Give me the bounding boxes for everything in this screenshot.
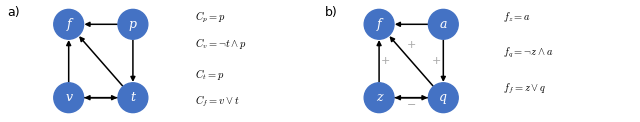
Circle shape [54, 9, 84, 39]
Text: +: + [432, 56, 441, 66]
Text: +: + [381, 56, 390, 66]
Circle shape [118, 9, 148, 39]
Circle shape [54, 83, 84, 113]
Circle shape [428, 83, 458, 113]
Text: v: v [65, 91, 72, 104]
Circle shape [364, 9, 394, 39]
Circle shape [364, 83, 394, 113]
Text: f: f [377, 18, 381, 31]
Text: $C_p = p$: $C_p = p$ [195, 10, 225, 25]
Text: t: t [131, 91, 136, 104]
Text: +: + [406, 40, 416, 50]
Text: z: z [376, 91, 383, 104]
Text: a: a [440, 18, 447, 31]
Text: $f_q = \neg z \wedge a$: $f_q = \neg z \wedge a$ [503, 46, 554, 60]
Text: $f_f = z \vee q$: $f_f = z \vee q$ [503, 81, 547, 96]
Text: f: f [67, 18, 71, 31]
Text: $C_t = p$: $C_t = p$ [195, 67, 225, 82]
Text: −: − [406, 100, 416, 110]
Text: a): a) [8, 6, 20, 19]
Text: $f_z = a$: $f_z = a$ [503, 10, 531, 24]
Text: $C_f = v \vee t$: $C_f = v \vee t$ [195, 93, 239, 109]
Text: $C_v = \neg t \wedge p$: $C_v = \neg t \wedge p$ [195, 36, 246, 51]
Text: b): b) [324, 6, 337, 19]
Text: p: p [129, 18, 137, 31]
Circle shape [118, 83, 148, 113]
Circle shape [428, 9, 458, 39]
Text: q: q [439, 91, 447, 104]
